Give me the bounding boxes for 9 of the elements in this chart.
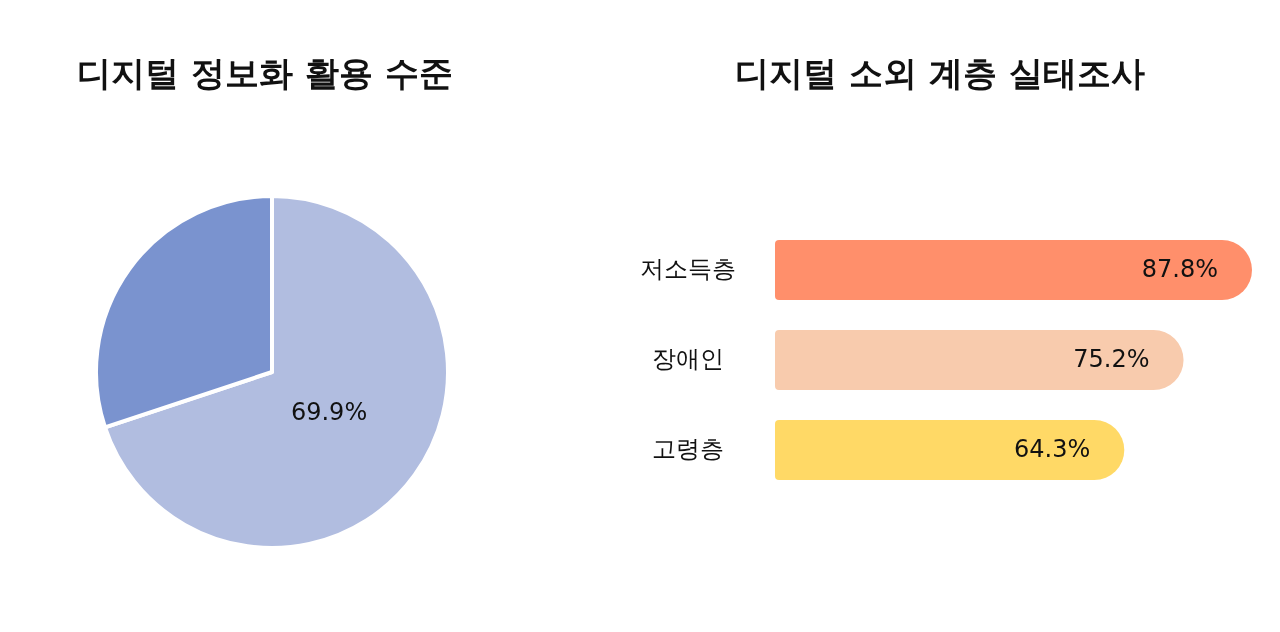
data-label: 64.3% [1014,435,1091,463]
y-tick-label: 장애인 [652,345,724,373]
y-tick-label: 고령층 [652,435,724,463]
data-label: 75.2% [1073,345,1150,373]
data-label: 87.8% [1141,255,1218,283]
chart-title: 디지털 소외 계층 실태조사 [735,53,1145,93]
chart-title: 디지털 정보화 활용 수준 [77,53,453,93]
y-tick-label: 저소득층 [640,255,736,283]
data-label: 69.9% [290,398,368,427]
